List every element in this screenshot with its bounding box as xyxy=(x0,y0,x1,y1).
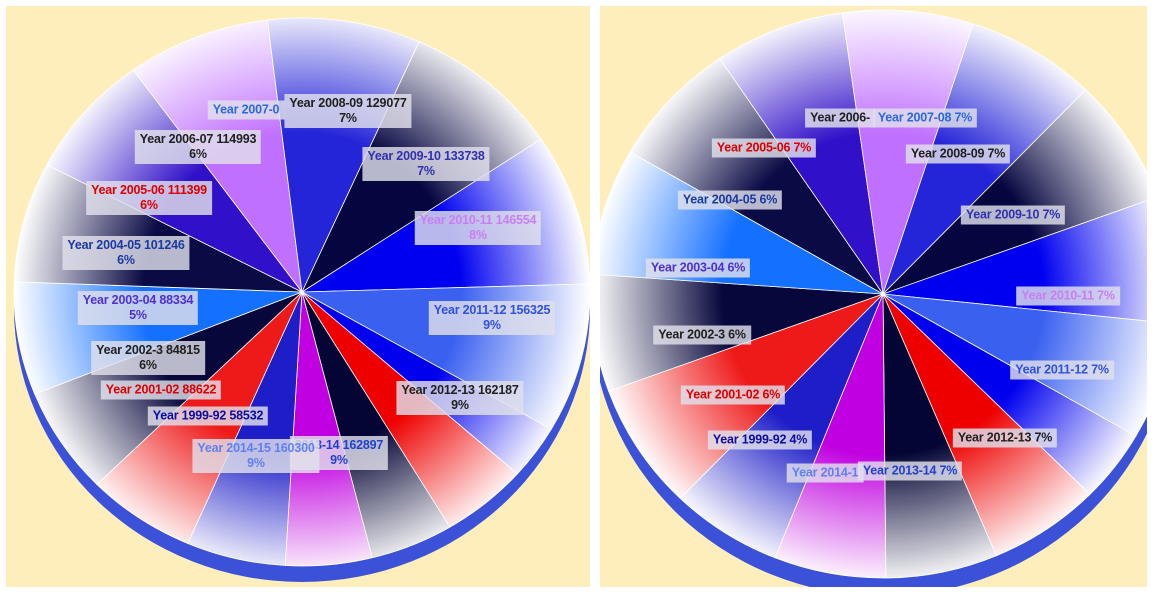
data-label: Year 2014-1 xyxy=(786,463,864,483)
data-label-text: Year 2002-3 6% xyxy=(658,327,746,342)
data-label-text: Year 2003-04 6% xyxy=(650,260,746,275)
data-label: Year 2010-11 146554 8% xyxy=(414,211,542,245)
data-label-text: Year 2002-3 84815 xyxy=(96,343,200,357)
data-label: Year 2007-08 7% xyxy=(872,108,978,128)
data-label-percent: 9% xyxy=(247,456,265,470)
data-label-text: Year 2009-10 7% xyxy=(965,207,1061,222)
pie-slice xyxy=(882,89,1147,295)
pie-slice xyxy=(266,17,420,294)
data-label: Year 2008-09 7% xyxy=(905,144,1011,164)
data-label-text: Year 1999-92 4% xyxy=(712,432,808,447)
data-label-text: Year 2010-11 146554 xyxy=(419,213,537,227)
data-label-text: Year 2012-13 7% xyxy=(957,430,1053,445)
data-label: Year 2006- xyxy=(805,108,875,128)
data-label-percent: 9% xyxy=(330,453,348,467)
data-label-text: Year 2005-06 111399 xyxy=(91,183,207,197)
pie-chart-left: Year 1999-92 58532 Year 2001-02 88622 Year… xyxy=(6,6,590,587)
data-label: Year 2004-05 6% xyxy=(677,190,783,210)
data-label: Year 2014-15 160300 9% xyxy=(192,439,320,473)
data-label-text: Year 2011-12 7% xyxy=(1015,362,1109,377)
data-label: Year 2004-05 101246 6% xyxy=(62,236,190,270)
data-label: Year 1999-92 4% xyxy=(707,430,813,450)
data-label: Year 2002-3 6% xyxy=(653,325,751,345)
data-label-percent: 9% xyxy=(483,318,501,332)
data-label: Year 2006-07 114993 6% xyxy=(134,130,262,164)
data-label-percent: 9% xyxy=(451,398,469,412)
data-label-percent: 6% xyxy=(117,253,135,267)
data-label: Year 2012-13 7% xyxy=(952,428,1058,448)
data-label-percent: 6% xyxy=(139,358,157,372)
data-label-text: Year 1999-92 58532 xyxy=(152,408,264,423)
data-label-percent: 6% xyxy=(189,147,207,161)
data-label-text: Year 2005-06 7% xyxy=(716,140,812,155)
data-label-text: Year 2004-05 6% xyxy=(682,192,778,207)
data-label: Year 2003-04 88334 5% xyxy=(77,291,199,325)
data-label-text: Year 2001-02 88622 xyxy=(105,382,217,397)
data-label: Year 2011-12 7% xyxy=(1010,360,1114,380)
data-label-text: Year 2014-15 160300 xyxy=(197,441,315,455)
data-label: Year 2003-04 6% xyxy=(645,258,751,278)
data-label: Year 2001-02 6% xyxy=(680,385,786,405)
data-label: Year 2010-11 7% xyxy=(1016,286,1120,306)
data-label: Year 2002-3 84815 6% xyxy=(91,341,205,375)
data-label-text: Year 2001-02 6% xyxy=(685,387,781,402)
pie-slice xyxy=(629,58,884,295)
data-label: Year 2005-06 111399 6% xyxy=(86,181,212,215)
data-label: Year 2001-02 88622 xyxy=(100,380,222,400)
data-label-text: Year 2008-09 7% xyxy=(910,146,1006,161)
data-label: Year 2009-10 7% xyxy=(960,205,1066,225)
data-label-text: Year 2008-09 129077 xyxy=(289,96,407,110)
data-label: Year 2011-12 156325 9% xyxy=(428,301,556,335)
data-label-text: Year 2003-04 88334 xyxy=(82,293,194,307)
data-label-text: Year 2007-0 xyxy=(212,102,280,117)
data-label-text: Year 2006-07 114993 xyxy=(139,132,257,146)
data-label-text: Year 2012-13 162187 xyxy=(401,383,519,397)
data-label: Year 2008-09 129077 7% xyxy=(284,94,412,128)
data-label-percent: 8% xyxy=(469,228,487,242)
data-label-percent: 7% xyxy=(339,111,357,125)
data-label-percent: 7% xyxy=(417,164,435,178)
data-label-text: Year 2013-14 7% xyxy=(862,463,958,478)
data-label: Year 2005-06 7% xyxy=(711,138,817,158)
data-label: Year 2009-10 133738 7% xyxy=(362,147,490,181)
data-label: Year 1999-92 58532 xyxy=(147,406,269,426)
pie-chart-right: Year 1999-92 4% Year 2001-02 6% Year 2002-… xyxy=(600,6,1147,587)
data-label-text: Year 2004-05 101246 xyxy=(67,238,185,252)
data-label-percent: 6% xyxy=(140,198,158,212)
data-label-text: Year 2011-12 156325 xyxy=(433,303,551,317)
data-label-percent: 5% xyxy=(129,308,147,322)
data-label: Year 2013-14 7% xyxy=(857,461,963,481)
data-label-text: Year 2010-11 7% xyxy=(1021,288,1115,303)
data-label-text: Year 2009-10 133738 xyxy=(367,149,485,163)
data-label-text: Year 2014-1 xyxy=(791,465,859,480)
data-label-text: Year 2007-08 7% xyxy=(877,110,973,125)
data-label-text: Year 2006- xyxy=(810,110,870,125)
data-label: Year 2007-0 xyxy=(207,100,285,120)
data-label: Year 2012-13 162187 9% xyxy=(396,381,524,415)
